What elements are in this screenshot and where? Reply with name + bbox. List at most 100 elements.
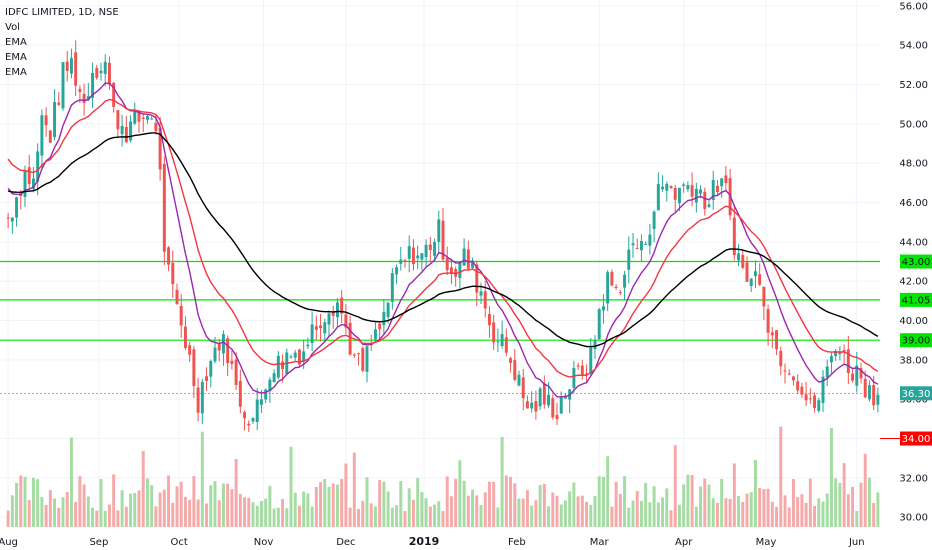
candle: [724, 165, 728, 192]
volume-bar: [454, 478, 458, 527]
price-label: 36.30: [900, 386, 932, 401]
legend-vol[interactable]: Vol: [5, 22, 20, 33]
candle: [411, 239, 415, 271]
candle: [441, 208, 445, 261]
volume-bar: [563, 500, 567, 527]
candle: [281, 354, 285, 383]
volume-bar: [31, 477, 35, 527]
volume-bar: [475, 495, 479, 527]
volume-bar: [386, 491, 390, 527]
candle: [555, 402, 559, 426]
volume-bar: [15, 482, 19, 527]
volume-bar: [458, 460, 462, 527]
volume-bar: [682, 484, 686, 527]
candle: [395, 264, 399, 285]
candle: [867, 380, 871, 402]
volume-bar: [863, 453, 867, 527]
volume-bar: [6, 510, 10, 527]
candles: [6, 40, 880, 433]
candle: [217, 338, 221, 362]
time-axis[interactable]: Aug Sep Oct Nov Dec 2019 Feb Mar Apr May Jun: [0, 535, 865, 548]
candle: [677, 187, 681, 212]
volume-bar: [238, 493, 242, 527]
volume-bar: [36, 479, 40, 527]
x-tick-label: Sep: [89, 537, 108, 548]
volume-bar: [555, 495, 559, 527]
volume-bar: [57, 507, 61, 527]
volume-bar: [395, 505, 399, 527]
volume-bar: [416, 477, 420, 527]
candle: [737, 243, 741, 267]
volume-bar: [728, 498, 732, 527]
candle: [779, 346, 783, 376]
volume-bar: [876, 492, 880, 527]
volume-bar: [310, 506, 314, 527]
candle: [817, 397, 821, 413]
candle: [167, 245, 171, 272]
candle: [504, 328, 508, 357]
volume-bar: [572, 482, 576, 527]
candle: [475, 260, 479, 307]
candle: [593, 335, 597, 359]
volume-bar: [213, 481, 217, 527]
volume-bar: [120, 490, 124, 527]
candle: [382, 299, 386, 335]
price-label: 34.00: [900, 431, 932, 446]
candle: [61, 61, 65, 111]
candle: [306, 337, 310, 350]
candle: [808, 388, 812, 404]
volume-bar: [44, 504, 48, 527]
candle: [644, 241, 648, 246]
volume-bar: [580, 495, 584, 527]
x-tick-label: Dec: [336, 537, 355, 548]
volume-bar: [145, 478, 149, 527]
candle: [496, 328, 500, 352]
legend-ema-2[interactable]: EMA: [5, 52, 27, 63]
volume-bar: [829, 427, 833, 527]
volume-bar: [209, 485, 213, 527]
volume-bar: [538, 485, 542, 527]
legend-ema-1[interactable]: EMA: [5, 37, 27, 48]
volume-bar: [264, 498, 268, 527]
candle: [753, 260, 757, 288]
candle: [745, 256, 749, 283]
volume-bar: [783, 495, 787, 527]
y-tick-label: 46.00: [899, 198, 928, 209]
candle: [238, 369, 242, 414]
volume-bar: [483, 492, 487, 527]
candle: [639, 234, 643, 262]
legend-ema-3[interactable]: EMA: [5, 67, 27, 78]
svg-text:43.00: 43.00: [902, 257, 931, 268]
candle: [91, 62, 95, 109]
candle: [669, 185, 673, 189]
candle: [656, 172, 660, 211]
volume-bar: [86, 496, 90, 527]
volume-bar: [804, 502, 808, 527]
candle: [559, 391, 563, 414]
y-tick-label: 56.00: [899, 1, 928, 12]
volume-bar: [791, 479, 795, 527]
volume-bar: [669, 510, 673, 527]
candle: [770, 327, 774, 349]
volume-bar: [648, 502, 652, 527]
candle: [838, 346, 842, 361]
candle: [145, 113, 149, 124]
volume-bar: [690, 475, 694, 527]
price-label: 41.05: [900, 292, 932, 307]
volume-bar: [243, 497, 247, 527]
volume-bar: [593, 496, 597, 527]
candle: [855, 351, 859, 393]
candle: [791, 375, 795, 386]
volume-bar: [74, 502, 78, 527]
svg-text:34.00: 34.00: [902, 434, 931, 445]
volume-bar: [504, 475, 508, 527]
volume-bar: [547, 506, 551, 527]
volume-bar: [302, 491, 306, 527]
candle: [454, 266, 458, 287]
volume-bar: [268, 485, 272, 527]
horizontal-levels[interactable]: [0, 260, 932, 440]
symbol-title[interactable]: IDFC LIMITED, 1D, NSE: [5, 7, 119, 18]
volume-bar: [445, 476, 449, 527]
volume-bar: [78, 476, 82, 527]
